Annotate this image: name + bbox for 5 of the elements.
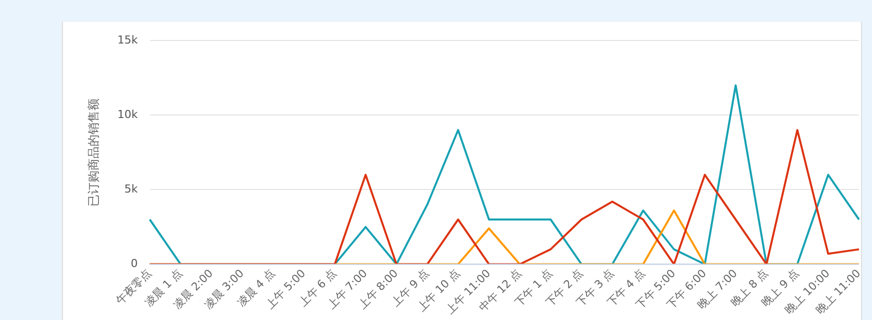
y-tick-label: 0 xyxy=(130,257,138,270)
y-tick-label: 5k xyxy=(124,182,138,196)
y-tick-label: 15k xyxy=(117,33,138,46)
y-axis-title: 已订购商品的销售额 xyxy=(86,98,100,206)
y-tick-label: 10k xyxy=(117,108,138,121)
